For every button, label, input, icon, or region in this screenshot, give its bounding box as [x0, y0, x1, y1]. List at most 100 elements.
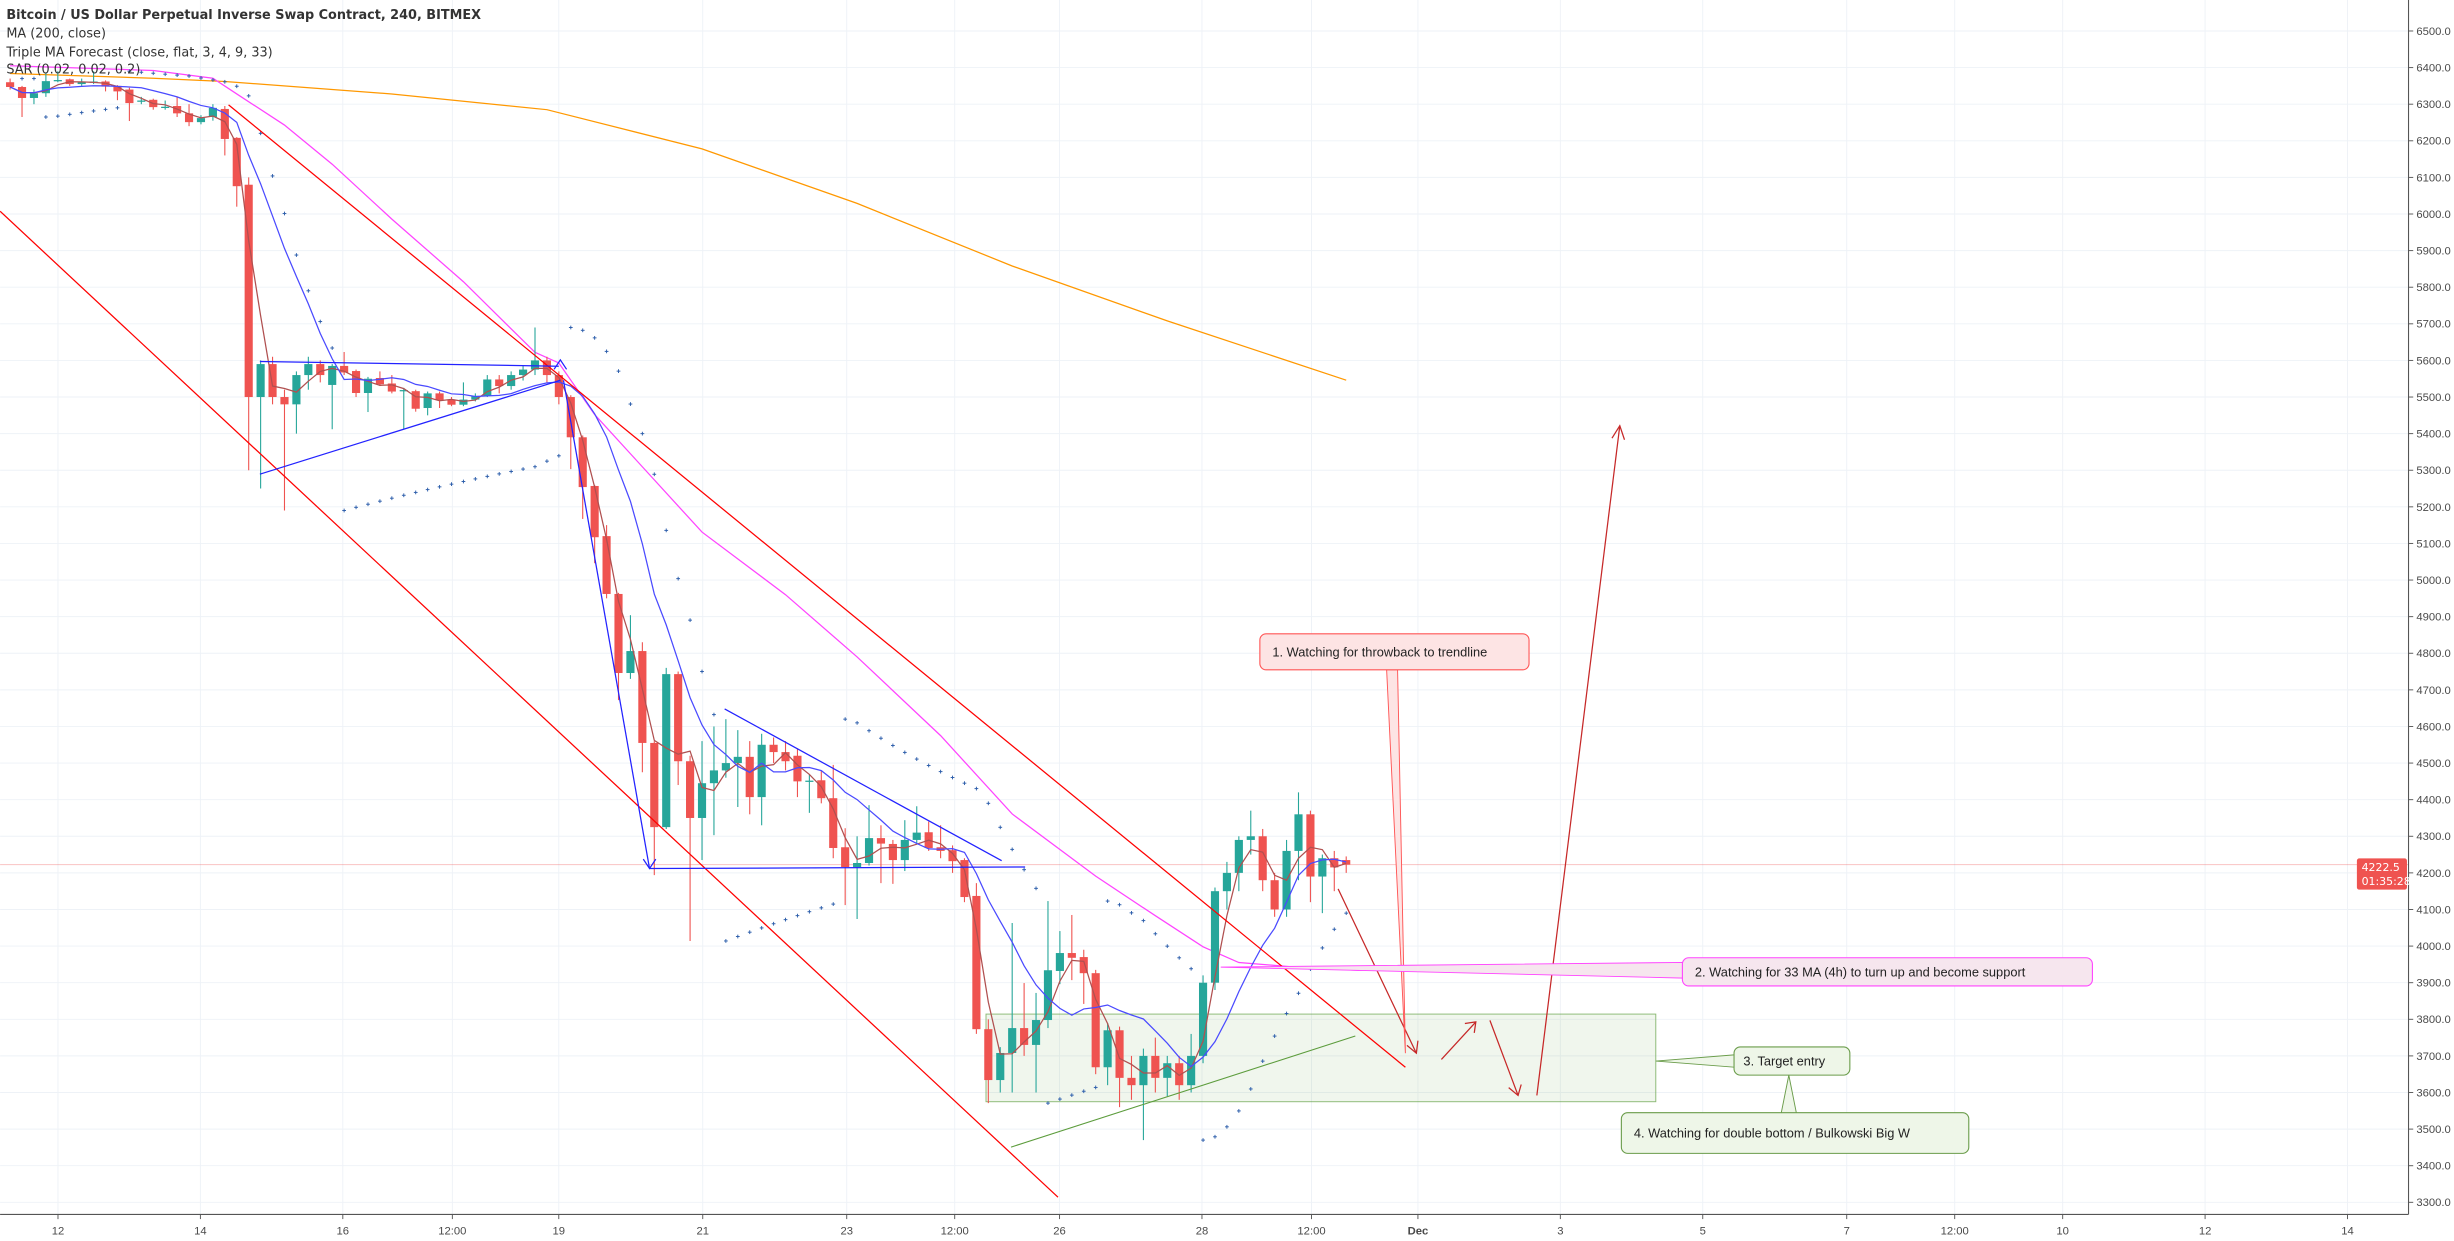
sar-dot: [533, 464, 537, 469]
candle-down: [447, 397, 456, 407]
time-axis[interactable]: [0, 1214, 2454, 1241]
sar-dot: [437, 484, 442, 489]
price-tick-label: 5300.0: [2416, 465, 2450, 477]
time-tick-label: 21: [696, 1226, 709, 1238]
legend-triple-ma[interactable]: Triple MA Forecast (close, flat, 3, 4, 9…: [5, 45, 272, 60]
candle-up: [697, 741, 707, 861]
candle-down: [769, 737, 778, 764]
sar-dot: [783, 917, 788, 922]
sar-dot: [187, 74, 191, 78]
trendline-upper[interactable]: [228, 104, 1406, 1068]
candle-down: [984, 1019, 993, 1104]
candle-body: [745, 756, 754, 798]
candle-up: [423, 391, 432, 416]
sar-dot: [1332, 927, 1337, 932]
measured-move-line[interactable]: [562, 380, 651, 869]
sar-dot: [1272, 1034, 1277, 1038]
annotation-2[interactable]: 2. Watching for 33 MA (4h) to turn up an…: [1220, 957, 2093, 987]
support-trendline[interactable]: [1010, 1035, 1356, 1148]
trendline-lower[interactable]: [0, 210, 1059, 1198]
price-tick-label: 3400.0: [2416, 1161, 2450, 1173]
candle-body: [1234, 839, 1243, 873]
candle-body: [864, 838, 874, 863]
candle-body: [817, 780, 826, 799]
candle-down: [793, 748, 802, 798]
sar-dot: [115, 105, 120, 110]
candle-down: [686, 755, 695, 941]
candle-down: [244, 177, 253, 471]
time-tick-label: 28: [1196, 1226, 1209, 1238]
sar-dot: [962, 781, 967, 786]
candle-body: [912, 832, 921, 840]
candle-up: [196, 115, 206, 125]
sar-dot: [1296, 991, 1301, 996]
sar-dot: [79, 110, 84, 115]
candle-body: [1115, 1030, 1124, 1078]
candle-down: [1330, 850, 1339, 892]
candle-down: [602, 525, 611, 599]
candle-body: [721, 763, 730, 771]
candle-body: [220, 108, 229, 139]
candle-down: [268, 356, 277, 405]
annotation-3[interactable]: 3. Target entry: [1655, 1046, 1851, 1076]
candle-body: [853, 862, 862, 868]
ma-fast-line: [9, 85, 1347, 1068]
pennant1-top[interactable]: [259, 360, 559, 367]
price-axis[interactable]: [2408, 0, 2454, 1241]
candle-body: [41, 81, 50, 94]
price-tick-label: 3300.0: [2416, 1197, 2450, 1209]
candle-up: [29, 89, 39, 105]
sar-dot: [879, 736, 883, 741]
pennant1-bottom[interactable]: [259, 379, 561, 475]
annotation-4[interactable]: 4. Watching for double bottom / Bulkowsk…: [1620, 1075, 1970, 1154]
sar-dot: [831, 902, 836, 906]
sar-dot: [199, 76, 203, 80]
time-tick-label: 7: [1844, 1226, 1850, 1238]
candle-body: [268, 364, 277, 398]
candle-body: [292, 375, 301, 405]
candle-body: [1031, 1020, 1041, 1045]
candle-body: [876, 838, 886, 844]
candle-body: [530, 360, 540, 370]
candle-down: [1258, 828, 1267, 892]
legend-ma200[interactable]: MA (200, close): [6, 27, 106, 42]
price-axis-ticks: 6500.0 6400.0 6300.0 6200.0 6100.0 6000.0 5900…: [2408, 26, 2451, 1209]
sar-dot: [1022, 867, 1026, 872]
projection-arrows[interactable]: [1337, 424, 1626, 1097]
sar-dot: [366, 502, 370, 507]
sar-dot: [449, 482, 454, 487]
candle-body: [554, 375, 563, 398]
sar-dot: [592, 335, 597, 340]
sar-dot: [318, 319, 323, 324]
sar-dot: [604, 349, 609, 354]
candle-body: [1318, 858, 1327, 877]
candle-up: [208, 104, 217, 121]
pennant2-top[interactable]: [724, 708, 1002, 862]
price-tick-label: 5000.0: [2416, 575, 2450, 587]
price-tick-label: 4300.0: [2416, 831, 2450, 843]
legend-sar[interactable]: SAR (0.02, 0.02, 0.2): [6, 63, 140, 78]
candle-body: [328, 365, 337, 385]
candle-body: [1163, 1063, 1172, 1078]
annotation-1[interactable]: 1. Watching for throwback to trendline: [1259, 633, 1530, 1054]
candle-down: [1115, 1026, 1124, 1108]
time-tick-label: 19: [553, 1226, 566, 1238]
sar-dot: [747, 930, 752, 935]
candle-body: [519, 369, 528, 376]
sar-dot: [759, 926, 764, 930]
candle-body: [53, 80, 62, 82]
price-tick-label: 5900.0: [2416, 246, 2450, 258]
candle-body: [232, 137, 241, 187]
ma9-path: [9, 85, 1347, 1068]
sar-dot: [843, 717, 848, 722]
candle-up: [757, 733, 766, 826]
target-zone: [985, 1013, 1657, 1103]
drawings[interactable]: [0, 104, 1626, 1198]
time-tick-label: 26: [1053, 1226, 1066, 1238]
pennant2-bottom[interactable]: [649, 866, 1026, 870]
sar-dot: [676, 576, 681, 581]
legend: Bitcoin / US Dollar Perpetual Inverse Sw…: [5, 8, 481, 78]
price-tick-label: 4800.0: [2416, 648, 2450, 660]
candle-body: [375, 377, 384, 385]
